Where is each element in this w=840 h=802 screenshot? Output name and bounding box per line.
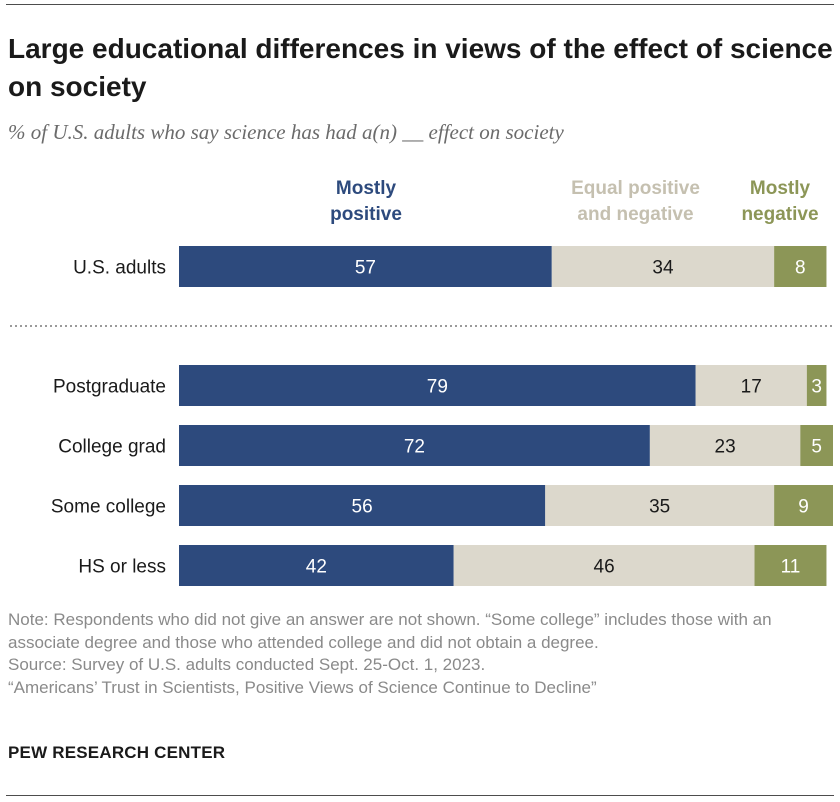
value-label-mostly-negative-hs-or-less: 11 bbox=[781, 557, 801, 578]
bar-mostly-positive-u-s-adults bbox=[179, 246, 552, 287]
stacked-bar-chart: U.S. adults 57 34 8 Postgraduate 79 17 3 College… bbox=[10, 246, 833, 586]
bar-mostly-negative-some-college bbox=[774, 485, 833, 526]
bar-equal-some-college bbox=[545, 485, 775, 526]
value-label-equal-hs-or-less: 46 bbox=[594, 557, 615, 578]
chart-title: Large educational differences in views o… bbox=[8, 33, 833, 102]
bar-equal-college-grad bbox=[649, 425, 801, 466]
value-label-mostly-negative-u-s-adults: 8 bbox=[795, 258, 806, 279]
bar-mostly-positive-hs-or-less bbox=[179, 545, 454, 586]
chart-subtitle: % of U.S. adults who say science has had… bbox=[8, 120, 564, 144]
source-text: Source: Survey of U.S. adults conducted … bbox=[8, 655, 486, 674]
value-label-mostly-positive-u-s-adults: 57 bbox=[355, 258, 376, 279]
legend-equal-positive-negative: Equal positive and negative bbox=[571, 178, 700, 225]
category-label-some-college: Some college bbox=[51, 497, 166, 518]
legend-mostly-positive: Mostly positive bbox=[330, 178, 402, 225]
value-label-mostly-positive-postgraduate: 79 bbox=[427, 377, 448, 398]
bar-mostly-positive-postgraduate bbox=[179, 365, 696, 406]
bar-equal-u-s-adults bbox=[551, 246, 775, 287]
category-label-hs-or-less: HS or less bbox=[78, 557, 166, 578]
value-label-mostly-negative-college-grad: 5 bbox=[811, 437, 822, 458]
category-label-postgraduate: Postgraduate bbox=[53, 377, 166, 398]
value-label-mostly-positive-hs-or-less: 42 bbox=[306, 557, 327, 578]
bar-mostly-negative-postgraduate bbox=[806, 365, 827, 406]
category-label-u-s-adults: U.S. adults bbox=[73, 258, 166, 279]
value-label-mostly-negative-postgraduate: 3 bbox=[811, 377, 822, 398]
category-label-college-grad: College grad bbox=[58, 437, 166, 458]
value-label-equal-college-grad: 23 bbox=[715, 437, 736, 458]
pew-research-center-logo: PEW RESEARCH CENTER bbox=[8, 743, 226, 762]
top-rule bbox=[6, 4, 834, 5]
bar-mostly-negative-hs-or-less bbox=[754, 545, 827, 586]
value-label-equal-u-s-adults: 34 bbox=[652, 258, 674, 279]
value-label-equal-some-college: 35 bbox=[649, 497, 670, 518]
bar-equal-postgraduate bbox=[695, 365, 807, 406]
note-text: Note: Respondents who did not give an an… bbox=[8, 610, 772, 652]
legend-mostly-negative: Mostly negative bbox=[741, 178, 819, 225]
chart-notes: Note: Respondents who did not give an an… bbox=[8, 609, 828, 699]
value-label-mostly-positive-college-grad: 72 bbox=[404, 437, 425, 458]
bar-mostly-positive-some-college bbox=[179, 485, 546, 526]
value-label-mostly-positive-some-college: 56 bbox=[352, 497, 373, 518]
value-label-equal-postgraduate: 17 bbox=[741, 377, 762, 398]
value-label-mostly-negative-some-college: 9 bbox=[798, 497, 809, 518]
report-title-text: “Americans’ Trust in Scientists, Positiv… bbox=[8, 677, 597, 697]
bar-mostly-negative-u-s-adults bbox=[774, 246, 827, 287]
bar-mostly-negative-college-grad bbox=[800, 425, 833, 466]
bar-mostly-positive-college-grad bbox=[179, 425, 650, 466]
bar-equal-hs-or-less bbox=[453, 545, 755, 586]
bottom-rule bbox=[6, 795, 834, 796]
